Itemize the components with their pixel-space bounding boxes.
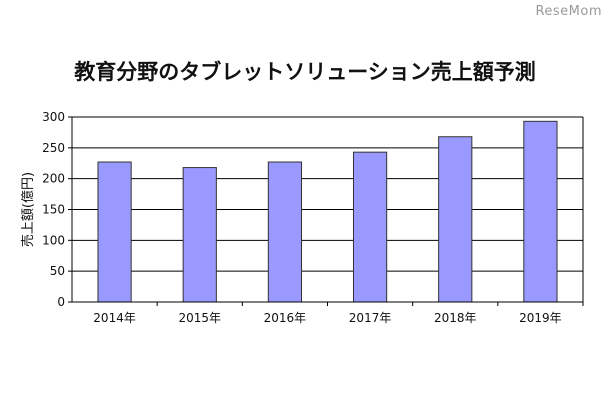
- y-tick-label: 200: [42, 172, 65, 186]
- grid-lines: [72, 116, 583, 272]
- bar-2018年: [438, 136, 473, 303]
- x-tick-label: 2019年: [519, 311, 562, 325]
- x-tick-label: 2015年: [178, 311, 221, 325]
- y-tick-label: 0: [57, 295, 65, 309]
- site-watermark: ReseMom: [535, 4, 602, 19]
- x-tick-label: 2018年: [434, 311, 477, 325]
- y-tick-label: 50: [50, 264, 65, 278]
- bar-2017年: [352, 151, 388, 303]
- y-tick-labels: 0 50 100 150 200 250 300: [42, 110, 65, 309]
- y-tick-label: 100: [42, 233, 65, 247]
- y-tick-label: 250: [42, 141, 65, 155]
- x-tick-label: 2017年: [349, 311, 392, 325]
- axes: [68, 116, 584, 306]
- bar-2019年: [523, 120, 558, 303]
- bar-2014年: [97, 161, 132, 303]
- x-tick-label: 2016年: [264, 311, 307, 325]
- bar-2015年: [182, 167, 217, 303]
- y-tick-label: 300: [42, 110, 65, 124]
- y-tick-label: 150: [42, 203, 65, 217]
- y-axis-label: 売上額(億円): [20, 172, 36, 247]
- x-tick-labels: 2014年 2015年 2016年 2017年 2018年 2019年: [93, 311, 561, 325]
- chart-title: 教育分野のタブレットソリューション売上額予測: [74, 60, 536, 84]
- bar-2016年: [267, 161, 303, 303]
- x-tick-label: 2014年: [93, 311, 136, 325]
- bars: [97, 120, 558, 303]
